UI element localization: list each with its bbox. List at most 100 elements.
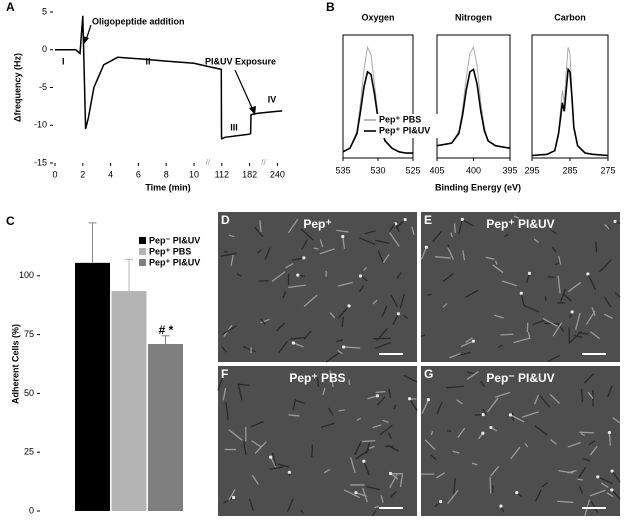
legend-swatch [139,237,146,244]
cell-body [231,495,236,500]
cell [365,442,371,455]
cell [294,399,305,404]
cell [264,247,271,260]
cell [403,374,418,383]
cell [557,275,561,294]
x-axis-title: Binding Energy (eV) [435,182,521,192]
y-tick-label: 25 [24,447,34,457]
cell [589,489,606,497]
cell-body [362,459,366,463]
x-tick-label: 8 [164,169,169,179]
cell [456,351,471,357]
cell [547,276,555,279]
cell [337,281,353,287]
cell [375,341,392,349]
cell [363,267,368,272]
cell [237,383,243,401]
cell [389,490,397,499]
cell [550,229,558,235]
panel-label: E [424,213,432,227]
y-tick-label: 50 [24,388,34,398]
cell [549,393,561,405]
cell [527,332,531,340]
cell [567,281,582,293]
cell [338,409,345,412]
cell [379,425,393,436]
cell [390,295,398,307]
cell [575,312,581,330]
cell [486,397,499,413]
cell-body [408,397,412,401]
cell [225,401,229,420]
cell [557,500,574,504]
legend-label: Pep⁺ PBS [379,114,421,124]
cell [367,395,378,400]
legend-swatch [139,248,146,255]
cell [558,256,562,265]
cell-body [499,504,503,508]
cell [462,250,466,261]
x-axis-title: Time (min) [145,182,190,192]
cell [375,390,386,394]
cell [409,398,418,411]
cell [325,352,340,363]
cell [364,230,376,235]
cell-body [403,217,407,222]
x-tick-label: 112 [215,169,229,179]
cell-body [515,491,519,495]
cell [547,354,561,363]
cell [588,440,596,446]
cell [420,334,426,338]
cell [356,417,362,421]
cell [452,478,456,496]
cell [485,256,495,260]
cell [551,247,557,253]
cell [544,296,547,301]
cell [580,388,584,402]
cell [577,331,589,335]
annotation: III [230,122,238,132]
cell-body [358,274,363,278]
annotation: I [62,56,65,66]
cell [430,430,434,436]
cell [363,461,370,476]
cell-body [287,470,291,474]
cell [504,233,509,238]
cell [223,250,229,253]
cell-body [613,219,617,223]
cell [380,495,384,503]
bar [111,291,147,511]
cell [591,307,596,317]
cell [260,318,266,325]
cell [393,404,397,410]
cell [513,215,520,219]
micrograph [218,366,417,516]
annotation: PI&UV Exposure [205,56,276,66]
y-tick-label: -5 [39,82,47,92]
cell [223,496,234,504]
cell [533,394,540,405]
bar [75,262,110,511]
x-tick-label: 295 [524,165,539,175]
cell [221,325,237,336]
cell [463,220,474,227]
image-label: Pep⁻ PI&UV [486,371,554,385]
cell [389,232,400,247]
cell [552,322,563,337]
cell [595,241,598,253]
cell [354,442,362,456]
cell [382,254,390,264]
arrow [234,69,254,111]
cell [608,432,611,446]
cell-body [519,291,523,295]
cell-body [610,469,614,473]
x-tick-label: 4 [108,169,113,179]
cell [580,432,586,437]
cell [228,489,236,501]
cell [558,470,574,474]
cell [277,463,290,468]
cell [489,476,492,494]
cell [579,431,595,434]
cell [271,271,286,282]
cell [526,273,531,283]
